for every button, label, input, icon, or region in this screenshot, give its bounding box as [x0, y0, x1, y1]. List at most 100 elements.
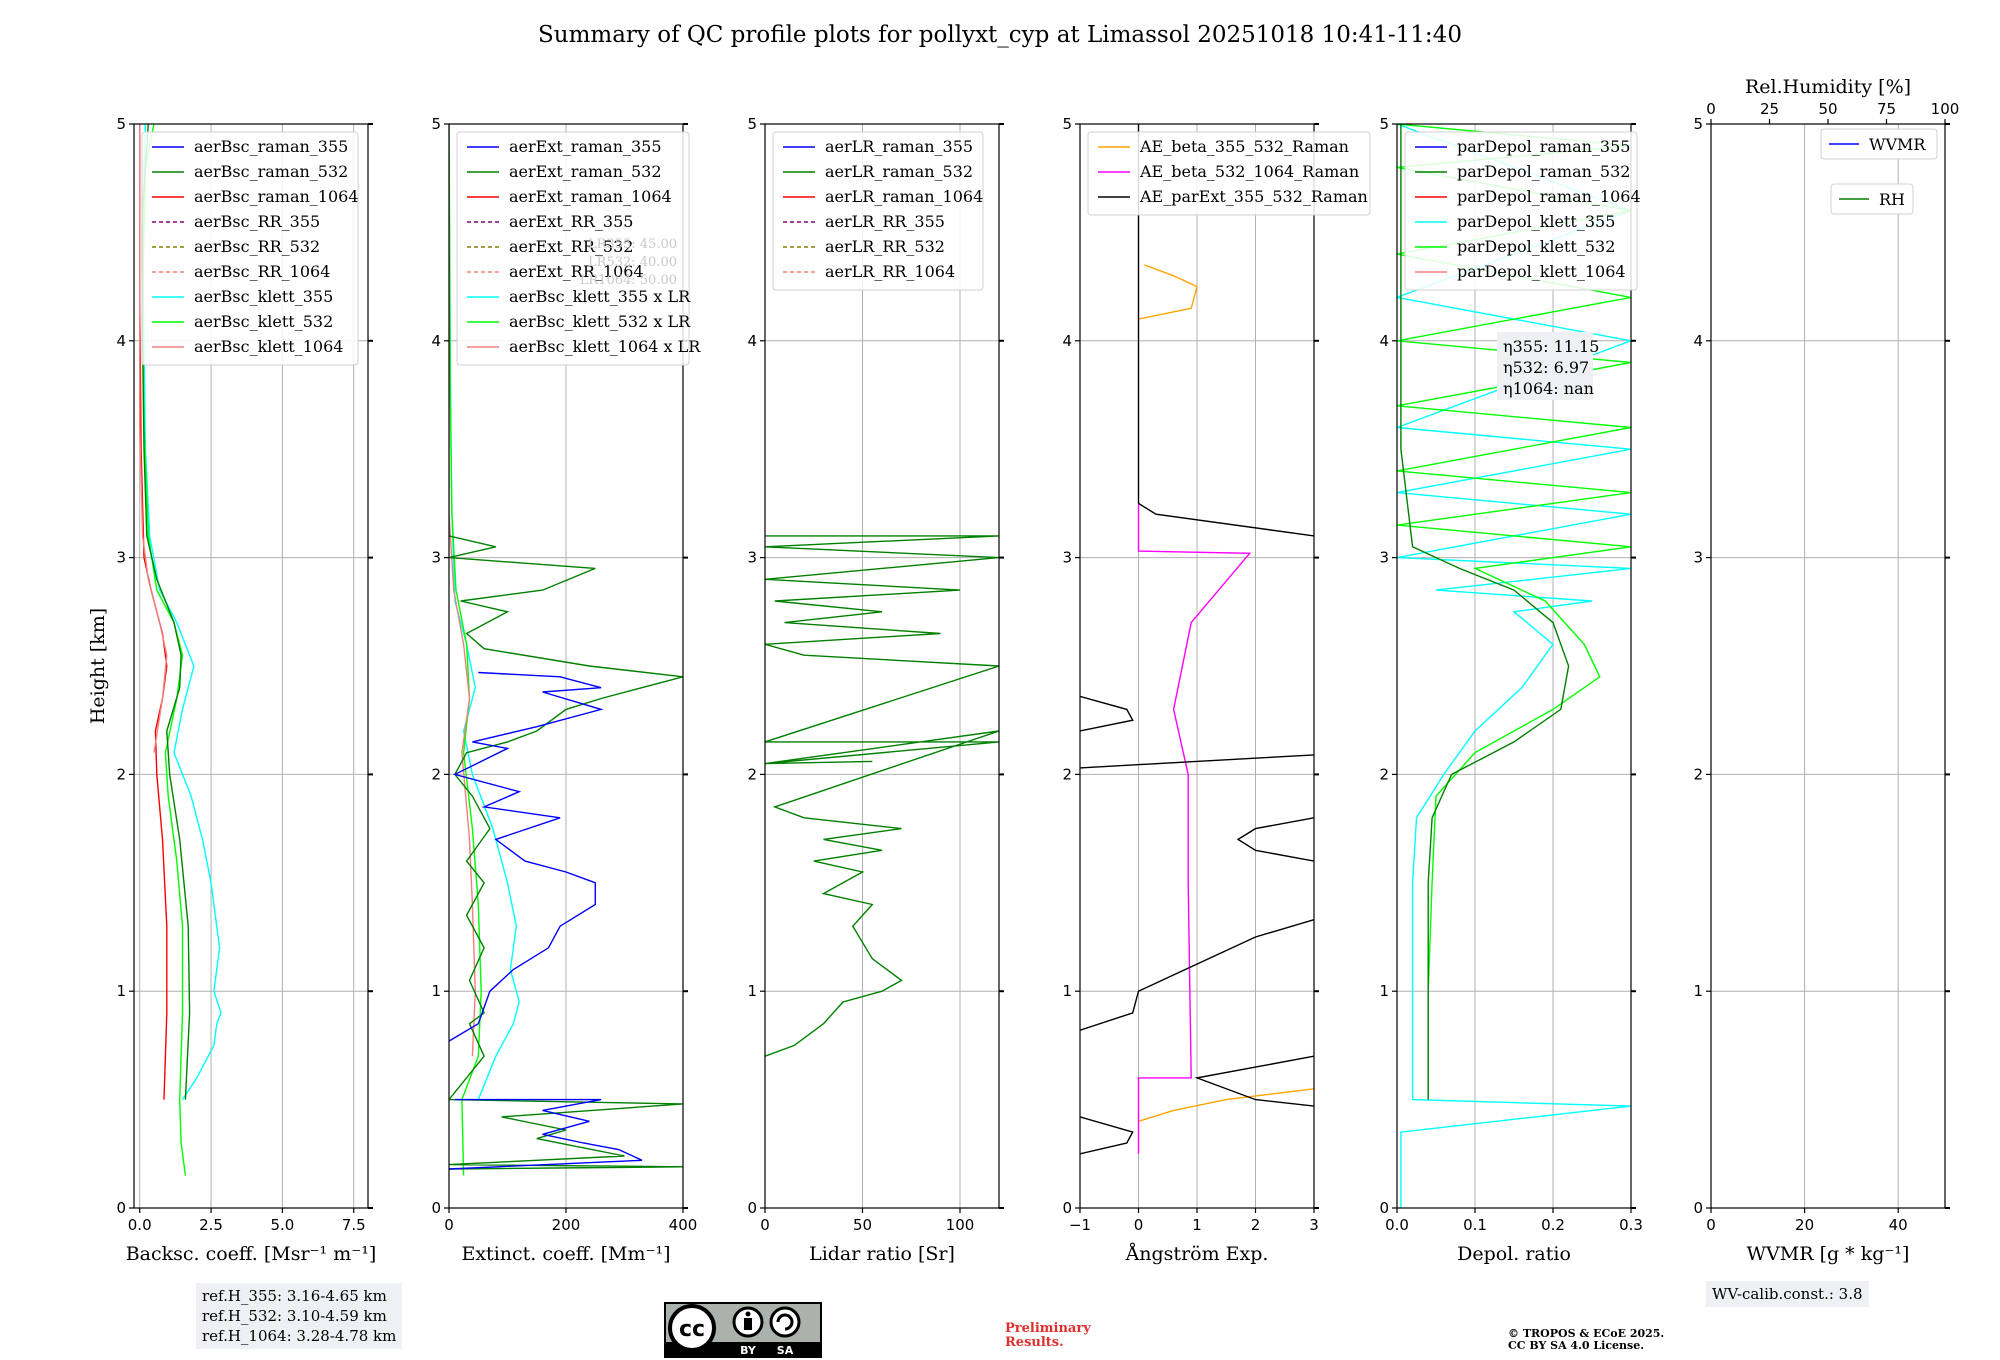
page-title: Summary of QC profile plots for pollyxt_…: [538, 22, 1462, 48]
legend: [772, 131, 984, 291]
x-tick-label: 5.0: [270, 1216, 294, 1234]
legend-label: aerBsc_klett_532 x LR: [509, 312, 691, 331]
top-tick-label: 50: [1818, 100, 1837, 118]
legend-label: aerBsc_klett_1064 x LR: [509, 337, 701, 356]
axes-frame: [1396, 123, 1632, 1209]
y-tick-label: 0: [747, 1199, 757, 1217]
legend-label: aerLR_RR_355: [825, 212, 945, 231]
y-tick-label: 2: [431, 765, 441, 783]
top-tick-label: 75: [1877, 100, 1896, 118]
y-tick-label: 5: [116, 115, 126, 133]
series-AE_beta_355_532_Raman: [1138, 1088, 1314, 1122]
x-tick-label: −1: [1069, 1216, 1091, 1234]
legend-label: aerLR_RR_532: [825, 237, 945, 256]
series-AE_parExt_355_532_Raman: [1080, 695, 1134, 732]
legend-label: aerBsc_raman_532: [194, 162, 348, 181]
legend-label: aerExt_RR_532: [509, 237, 633, 256]
series-group: [449, 124, 683, 1176]
x-tick-label: 0: [1706, 1216, 1716, 1234]
legend-label: aerBsc_RR_532: [194, 237, 320, 256]
x-tick-label: 3: [1309, 1216, 1319, 1234]
series-aerBsc_klett_1064 x LR: [449, 124, 477, 1057]
y-tick-label: 2: [1379, 765, 1389, 783]
series-AE_parExt_355_532_Raman: [1138, 502, 1314, 537]
preliminary-line-1: Preliminary: [1005, 1321, 1091, 1336]
series-aerLR_raman_532: [765, 535, 999, 1057]
legend-label: aerExt_raman_532: [509, 162, 662, 181]
legend-label: aerBsc_RR_355: [194, 212, 320, 231]
series-AE_parExt_355_532_Raman: [1080, 1116, 1134, 1155]
series-AE_parExt_355_532_Raman: [1236, 817, 1314, 862]
axes-frame: [764, 123, 1000, 1209]
legend: [1404, 131, 1638, 291]
legend-label: aerLR_raman_532: [825, 162, 973, 181]
x-tick-label: 2: [1251, 1216, 1261, 1234]
eta-box: [1497, 332, 1593, 400]
x-tick-label: 0: [1134, 1216, 1144, 1234]
x-tick-label: 20: [1795, 1216, 1814, 1234]
y-tick-label: 0: [431, 1199, 441, 1217]
y-axis-label: Height [km]: [87, 608, 109, 724]
y-tick-label: 0: [1379, 1199, 1389, 1217]
y-tick-label: 3: [431, 549, 441, 567]
x-tick-label: 400: [669, 1216, 698, 1234]
x-axis-label: Lidar ratio [Sr]: [809, 1243, 955, 1265]
lr-note: LR532: 40.00: [588, 255, 677, 270]
y-tick-label: 3: [1693, 549, 1703, 567]
series-aerBsc_klett_355: [141, 124, 222, 1024]
cc-logo-text: cc: [679, 1317, 705, 1342]
legend-label: AE_parExt_355_532_Raman: [1139, 187, 1368, 206]
y-tick-label: 2: [1693, 765, 1703, 783]
copyright-note: © TROPOS & ECoE 2025. CC BY SA 4.0 Licen…: [1508, 1328, 1664, 1352]
sa-share-icon: [769, 1306, 801, 1338]
series-parDepol_klett_355: [1397, 124, 1631, 1208]
y-tick-label: 1: [116, 982, 126, 1000]
legend-label: aerExt_raman_1064: [509, 187, 672, 206]
x-tick-label: 7.5: [342, 1216, 366, 1234]
x-axis-label: WVMR [g * kg⁻¹]: [1747, 1243, 1910, 1265]
y-tick-label: 3: [747, 549, 757, 567]
legend-label: WVMR: [1869, 135, 1926, 154]
x-tick-label: 0.1: [1463, 1216, 1487, 1234]
legend: [456, 131, 690, 366]
y-tick-label: 4: [116, 332, 126, 350]
copyright-line-2: CC BY SA 4.0 License.: [1508, 1339, 1645, 1352]
legend-label: parDepol_raman_532: [1457, 162, 1630, 181]
legend-label: parDepol_klett_532: [1457, 237, 1615, 256]
ref-height-532: ref.H_532: 3.10-4.59 km: [202, 1307, 387, 1325]
y-tick-label: 4: [431, 332, 441, 350]
y-tick-label: 4: [747, 332, 757, 350]
series-aerBsc_klett_1064: [138, 124, 168, 753]
y-tick-label: 1: [747, 982, 757, 1000]
x-tick-label: 100: [946, 1216, 975, 1234]
eta-label: η1064: nan: [1503, 379, 1594, 398]
legend-label: aerBsc_klett_355 x LR: [509, 287, 691, 306]
ref-height-1064: ref.H_1064: 3.28-4.78 km: [202, 1327, 397, 1345]
series-AE_beta_355_532_Raman: [1138, 264, 1198, 320]
series-parDepol_raman_532: [1400, 124, 1570, 1100]
reference-heights-box: ref.H_355: 3.16-4.65 km ref.H_532: 3.10-…: [196, 1283, 403, 1349]
x-tick-label: 0.3: [1619, 1216, 1643, 1234]
y-tick-label: 0: [116, 1199, 126, 1217]
panel-extinction: 0 200 400 0 1 2 3 4 5 Extinct. coeff. [Mm⁻¹] aerEx…: [431, 115, 701, 1265]
x-tick-label: 0: [444, 1216, 454, 1234]
series-aerBsc_klett_532 x LR: [449, 124, 482, 1176]
legend-label: aerLR_raman_1064: [825, 187, 983, 206]
by-text: BY: [740, 1344, 757, 1357]
y-tick-label: 3: [1379, 549, 1389, 567]
legend-rh: [1830, 183, 1914, 215]
series-AE_beta_532_1064_Raman: [1137, 503, 1252, 1154]
preliminary-line-2: Results.: [1005, 1335, 1064, 1350]
legend-label: parDepol_klett_355: [1457, 212, 1615, 231]
lr-note: LR355: 45.00: [588, 237, 677, 252]
top-axis-label: Rel.Humidity [%]: [1745, 76, 1911, 98]
legend-label: aerBsc_raman_1064: [194, 187, 359, 206]
y-tick-label: 5: [431, 115, 441, 133]
y-tick-label: 4: [1379, 332, 1389, 350]
x-tick-label: 2.5: [199, 1216, 223, 1234]
y-tick-label: 3: [116, 549, 126, 567]
x-tick-label: 0.2: [1541, 1216, 1565, 1234]
y-tick-label: 5: [1379, 115, 1389, 133]
x-tick-label: 0.0: [128, 1216, 152, 1234]
